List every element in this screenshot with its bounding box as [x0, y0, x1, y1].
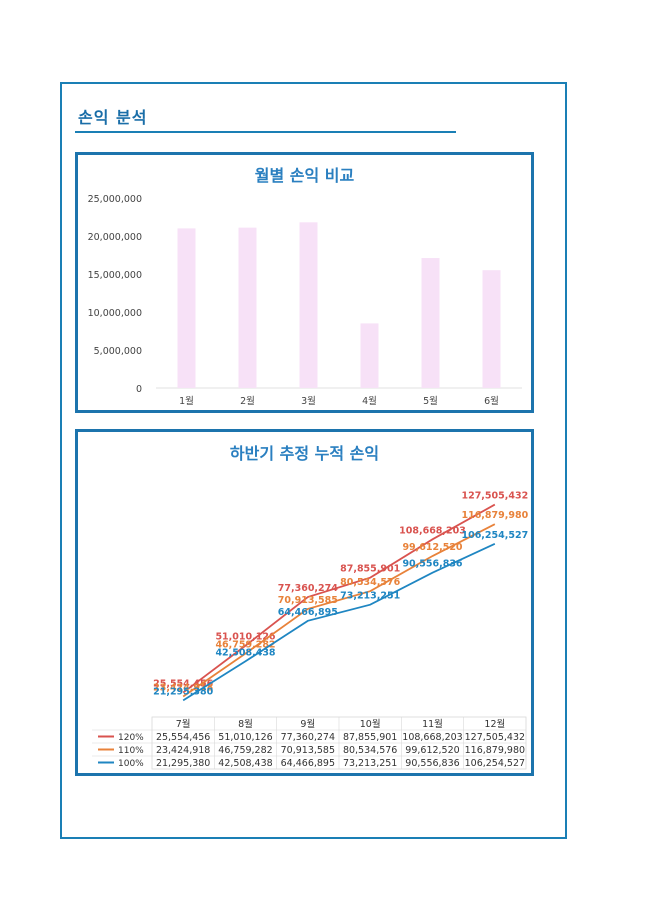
data-label: 106,254,527 [461, 530, 528, 541]
table-header: 11월 [422, 718, 443, 730]
series-line-110% [182, 523, 496, 698]
data-label: 51,010,126 [215, 632, 275, 643]
bar [421, 258, 440, 388]
data-label: 80,534,576 [340, 577, 400, 588]
table-cell: 116,879,980 [465, 745, 525, 756]
table-cell: 23,424,918 [156, 745, 210, 756]
table-cell: 99,612,520 [405, 745, 459, 756]
table-cell: 90,556,836 [405, 758, 459, 769]
table-header: 7월 [176, 718, 191, 730]
table-cell: 42,508,438 [218, 758, 272, 769]
chart-title: 하반기 추정 누적 손익 [229, 444, 380, 463]
table-cell: 77,360,274 [281, 732, 335, 743]
legend-label: 120% [118, 733, 144, 743]
x-tick-label: 3월 [301, 395, 316, 407]
data-label: 127,505,432 [461, 491, 528, 502]
data-label: 99,612,520 [402, 542, 462, 553]
table-cell: 106,254,527 [465, 758, 525, 769]
y-tick-label: 20,000,000 [88, 232, 142, 243]
table-cell: 25,554,456 [156, 732, 210, 743]
table-cell: 80,534,576 [343, 745, 397, 756]
table-header: 8월 [238, 718, 253, 730]
y-tick-label: 0 [136, 384, 142, 395]
table-header: 12월 [484, 718, 505, 730]
data-label: 64,466,895 [278, 607, 338, 618]
table-cell: 127,505,432 [465, 732, 525, 743]
monthly-profit-chart: 월별 손익 비교 0 5,000,000 10,000,000 15,000,000 2… [75, 152, 534, 413]
table-header: 9월 [300, 718, 315, 730]
y-tick-label: 15,000,000 [88, 270, 142, 281]
chart-title: 월별 손익 비교 [254, 166, 355, 185]
x-tick-label: 4월 [362, 395, 377, 407]
bar-chart-svg: 0 5,000,000 10,000,000 15,000,000 20,000,000… [88, 194, 522, 407]
data-label: 87,855,901 [340, 564, 400, 575]
x-tick-label: 6월 [484, 395, 499, 407]
data-label: 108,668,203 [399, 525, 466, 536]
data-label: 25,554,456 [153, 679, 213, 690]
table-cell: 21,295,380 [156, 758, 210, 769]
table-header: 10월 [360, 718, 381, 730]
line-chart-svg: 25,554,45651,010,12677,360,27487,855,901… [92, 491, 529, 770]
table-cell: 70,913,585 [281, 745, 335, 756]
table-cell: 73,213,251 [343, 758, 397, 769]
table-cell: 46,759,282 [218, 745, 272, 756]
y-tick-label: 25,000,000 [88, 194, 142, 205]
x-tick-label: 2월 [240, 395, 255, 407]
x-tick-label: 5월 [423, 395, 438, 407]
bar [238, 227, 257, 388]
page-frame [60, 82, 567, 839]
data-label: 46,759,282 [215, 639, 275, 650]
y-tick-label: 5,000,000 [94, 346, 142, 357]
bar [177, 228, 196, 388]
y-tick-label: 10,000,000 [88, 308, 142, 319]
series-line-100% [182, 542, 496, 702]
table-cell: 51,010,126 [218, 732, 272, 743]
data-label: 73,213,251 [340, 591, 400, 602]
data-label: 90,556,836 [402, 559, 462, 570]
data-label: 116,879,980 [461, 510, 528, 521]
section-title-underline [75, 131, 456, 133]
data-label: 21,295,380 [153, 686, 213, 697]
data-label: 70,913,585 [278, 595, 338, 606]
bar [299, 222, 318, 388]
data-label: 42,508,438 [215, 647, 275, 658]
table-cell: 64,466,895 [281, 758, 335, 769]
legend-label: 110% [118, 746, 144, 756]
series-line-120% [182, 503, 496, 694]
legend-label: 100% [118, 759, 144, 769]
data-label: 77,360,274 [278, 583, 338, 594]
table-cell: 108,668,203 [402, 732, 462, 743]
bar [360, 323, 379, 388]
cumulative-forecast-chart: 하반기 추정 누적 손익 25,554,456 51,010,126 77,360,… [75, 429, 534, 776]
x-tick-label: 1월 [179, 395, 194, 407]
table-cell: 87,855,901 [343, 732, 397, 743]
section-title: 손익 분석 [78, 108, 148, 127]
bar [482, 270, 501, 388]
data-label: 23,424,918 [153, 682, 213, 693]
